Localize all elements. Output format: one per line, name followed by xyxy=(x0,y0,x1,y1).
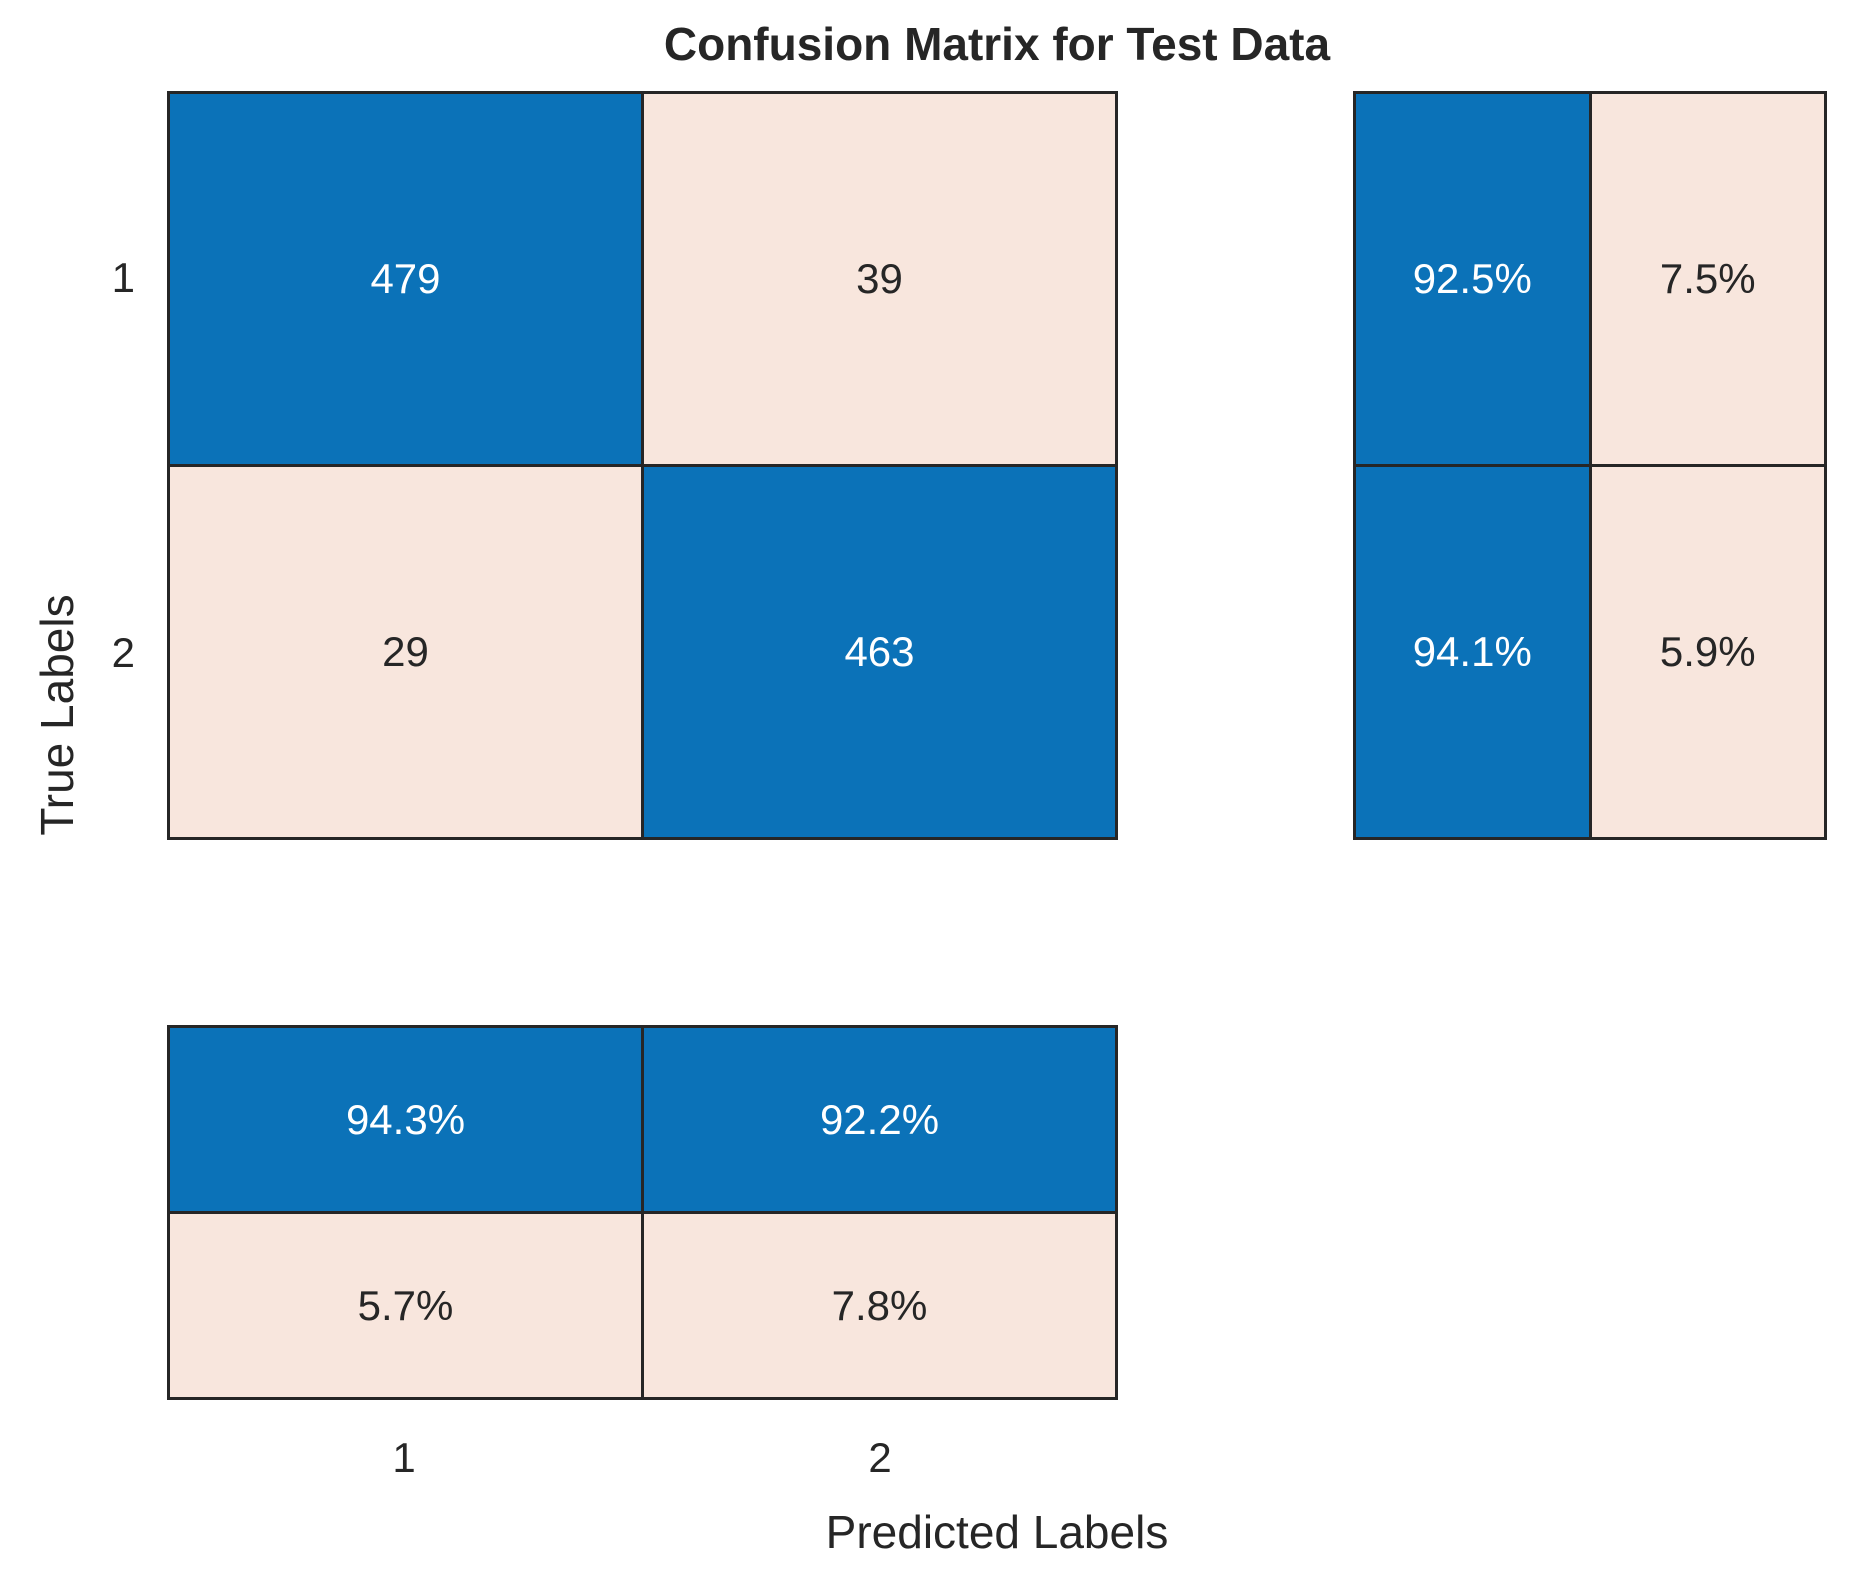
col-summary-pred1-correct: 94.3% xyxy=(170,1028,641,1211)
cell-true2-pred1: 29 xyxy=(170,467,641,837)
row-summary-true1-incorrect: 7.5% xyxy=(1591,94,1824,464)
confusion-matrix-grid: 479 39 29 463 xyxy=(167,91,1118,840)
cell-true1-pred2: 39 xyxy=(644,94,1115,464)
y-tick-1: 1 xyxy=(111,254,135,301)
y-axis-label: True Labels xyxy=(31,594,83,836)
row-summary-grid: 92.5% 7.5% 94.1% 5.9% xyxy=(1353,91,1827,840)
x-axis-label: Predicted Labels xyxy=(825,1506,1169,1558)
col-summary-pred2-incorrect: 7.8% xyxy=(644,1214,1115,1397)
x-tick-2: 2 xyxy=(868,1434,892,1481)
col-summary-pred1-incorrect: 5.7% xyxy=(170,1214,641,1397)
column-summary-grid: 94.3% 92.2% 5.7% 7.8% xyxy=(167,1025,1118,1400)
row-summary-true2-incorrect: 5.9% xyxy=(1591,467,1824,837)
cell-true1-pred1: 479 xyxy=(170,94,641,464)
x-tick-1: 1 xyxy=(392,1434,416,1481)
row-summary-true2-correct: 94.1% xyxy=(1356,467,1589,837)
chart-title: Confusion Matrix for Test Data xyxy=(663,18,1331,70)
y-tick-2: 2 xyxy=(111,629,135,676)
col-summary-pred2-correct: 92.2% xyxy=(644,1028,1115,1211)
row-summary-true1-correct: 92.5% xyxy=(1356,94,1589,464)
cell-true2-pred2: 463 xyxy=(644,467,1115,837)
